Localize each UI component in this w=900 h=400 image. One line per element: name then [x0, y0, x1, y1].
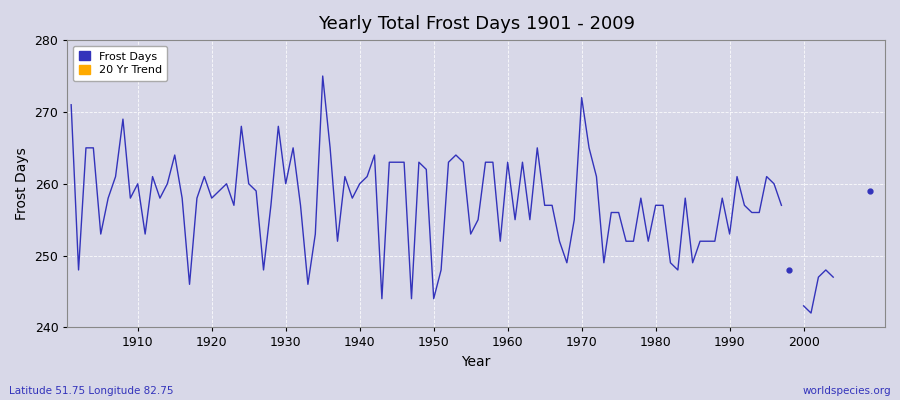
Title: Yearly Total Frost Days 1901 - 2009: Yearly Total Frost Days 1901 - 2009	[318, 15, 634, 33]
Text: Latitude 51.75 Longitude 82.75: Latitude 51.75 Longitude 82.75	[9, 386, 174, 396]
X-axis label: Year: Year	[462, 355, 490, 369]
Y-axis label: Frost Days: Frost Days	[15, 147, 29, 220]
Legend: Frost Days, 20 Yr Trend: Frost Days, 20 Yr Trend	[73, 46, 167, 81]
Text: worldspecies.org: worldspecies.org	[803, 386, 891, 396]
